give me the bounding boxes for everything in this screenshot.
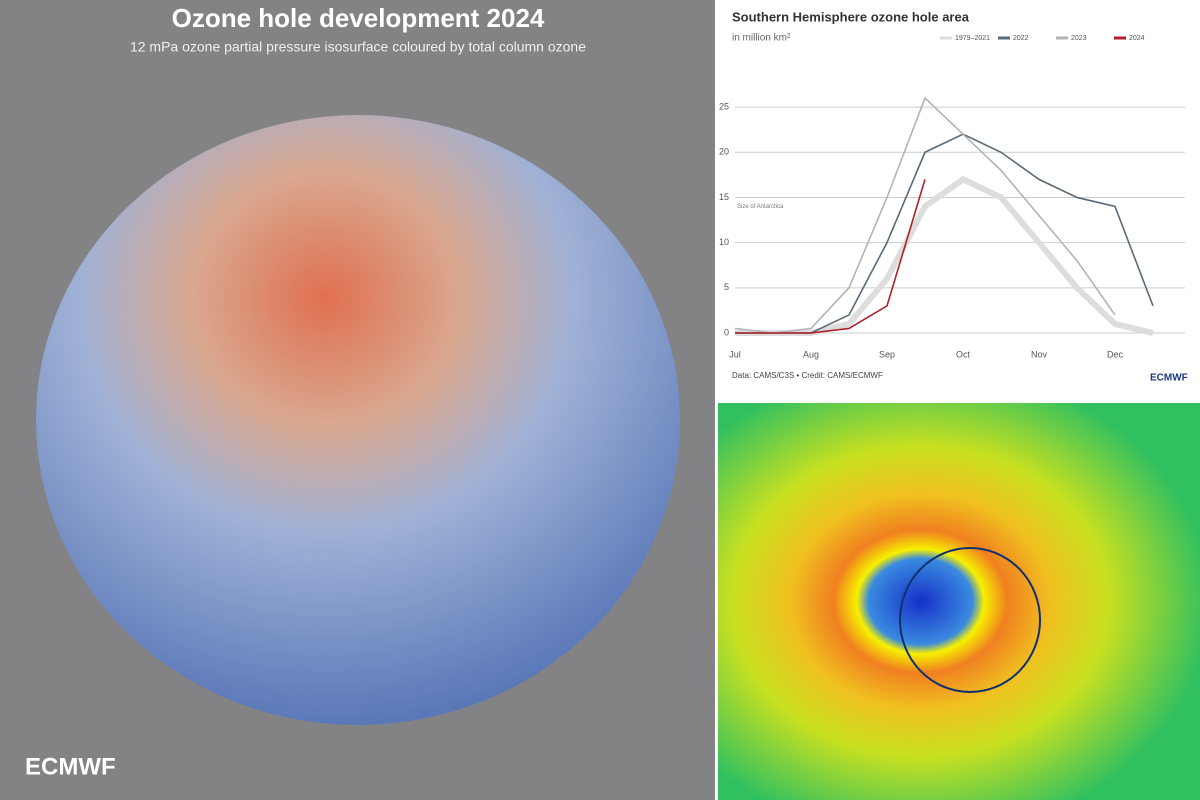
y-tick-label: 15 xyxy=(719,192,729,202)
y-tick-label: 25 xyxy=(719,101,729,111)
y-tick-label: 0 xyxy=(724,327,729,337)
series-line xyxy=(735,179,926,334)
chart-subtitle: in million km² xyxy=(732,33,791,44)
y-tick-label: 20 xyxy=(719,147,729,157)
legend-label: 2023 xyxy=(1071,35,1087,42)
chart: Southern Hemisphere ozone hole area in m… xyxy=(719,9,1188,383)
series-line xyxy=(735,175,1154,336)
chart-title: Southern Hemisphere ozone hole area xyxy=(732,9,970,24)
legend-label: 2022 xyxy=(1013,35,1029,42)
panel-subtitle: 12 mPa ozone partial pressure isosurface… xyxy=(130,39,586,55)
y-tick-label: 5 xyxy=(724,282,729,292)
legend-label: 2024 xyxy=(1129,35,1145,42)
series-line xyxy=(734,96,1116,334)
globe xyxy=(36,115,680,725)
ozone-map xyxy=(718,403,1200,800)
logo: ECMWF xyxy=(25,753,116,780)
annotation: Size of Antarctica xyxy=(737,204,784,210)
x-tick-label: Nov xyxy=(1031,349,1048,359)
legend-label: 1979–2021 xyxy=(955,35,990,42)
x-tick-label: Dec xyxy=(1107,349,1124,359)
map-contour xyxy=(899,547,1041,693)
x-tick-label: Oct xyxy=(956,349,971,359)
chart-logo: ECMWF xyxy=(1150,373,1188,384)
y-tick-label: 10 xyxy=(719,237,729,247)
panel-title: Ozone hole development 2024 xyxy=(172,3,545,33)
x-tick-label: Aug xyxy=(803,349,819,359)
x-tick-label: Sep xyxy=(879,349,895,359)
source: Data: CAMS/C3S • Credit: CAMS/ECMWF xyxy=(732,371,883,380)
x-tick-label: Jul xyxy=(729,349,741,359)
